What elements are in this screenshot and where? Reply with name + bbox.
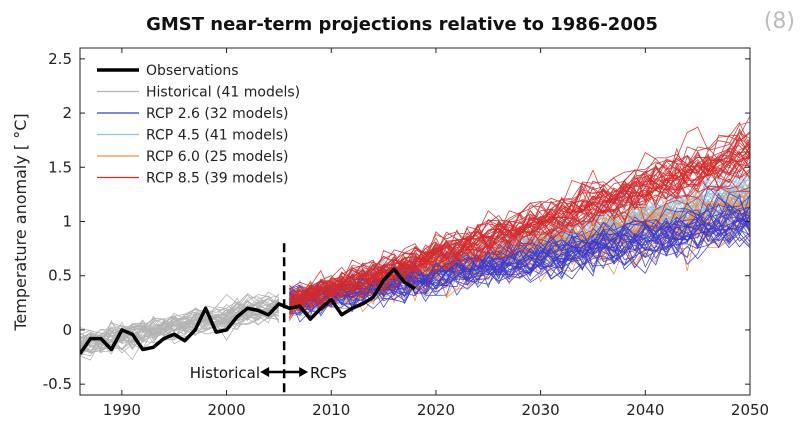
rcp-model-line	[289, 227, 750, 315]
rcp-model-line	[289, 185, 750, 307]
historical-model-line	[80, 311, 280, 354]
observations-line	[80, 267, 416, 355]
rcp-model-line	[289, 152, 750, 305]
y-tick-label: 1.5	[48, 158, 72, 176]
rcp-model-line	[289, 150, 750, 296]
y-tick-label: 1	[62, 213, 72, 231]
y-tick-label: -0.5	[43, 375, 72, 393]
y-tick-label: 0.5	[48, 267, 72, 285]
historical-model-line	[80, 293, 279, 348]
rcp-model-line	[289, 163, 750, 319]
plot-area: 1990 2000 2010 2020 2030 2040 2050 -0.5 0 0.5 1 1.5…	[43, 47, 769, 419]
legend-label: RCP 6.0 (25 models)	[146, 149, 289, 165]
legend-label: RCP 2.6 (32 models)	[146, 106, 289, 122]
annotation-historical: Historical	[190, 364, 260, 382]
x-tick-label: 2040	[626, 401, 664, 419]
annotation-rcps: RCPs	[310, 364, 347, 382]
y-tick-label: 2	[62, 104, 72, 122]
x-tick-label: 2010	[312, 401, 350, 419]
historical-model-line	[80, 298, 280, 348]
x-tick-label: 2050	[731, 401, 769, 419]
legend: Observations Historical (41 models) RCP 2.…	[97, 63, 300, 187]
historical-model-line	[80, 301, 280, 354]
x-tick-label: 1990	[103, 401, 141, 419]
chart-title: GMST near-term projections relative to 1…	[146, 14, 658, 35]
rcp-model-line	[289, 121, 750, 309]
legend-label: Historical (41 models)	[146, 85, 300, 101]
y-tick-label: 0	[62, 321, 72, 339]
rcp-model-line	[289, 178, 750, 314]
rcp-model-line	[289, 155, 750, 302]
historical-model-line	[80, 310, 280, 354]
x-tick-label: 2030	[522, 401, 560, 419]
legend-label: RCP 8.5 (39 models)	[146, 171, 289, 187]
rcp-model-line	[289, 140, 750, 313]
y-axis-label: Temperature anomaly [ °C]	[11, 113, 30, 331]
historical-model-line	[80, 306, 280, 356]
divider-arrow-right	[299, 367, 309, 377]
rcp-model-line	[289, 217, 750, 309]
legend-label: Observations	[146, 63, 239, 79]
rcp-model-line	[289, 217, 750, 312]
historical-model-line	[80, 294, 280, 353]
divider-arrow-left	[260, 367, 270, 377]
plot-lines	[80, 115, 750, 361]
x-tick-label: 2020	[417, 401, 455, 419]
divider-annotation: Historical RCPs	[190, 364, 347, 382]
panel-label: (8)	[764, 9, 795, 34]
historical-model-line	[80, 317, 279, 352]
rcp-model-line	[289, 136, 750, 305]
legend-label: RCP 4.5 (41 models)	[146, 128, 289, 144]
y-tick-label: 2.5	[48, 50, 72, 68]
rcp-model-line	[289, 156, 750, 299]
rcp-model-line	[289, 132, 750, 300]
x-tick-label: 2000	[207, 401, 245, 419]
